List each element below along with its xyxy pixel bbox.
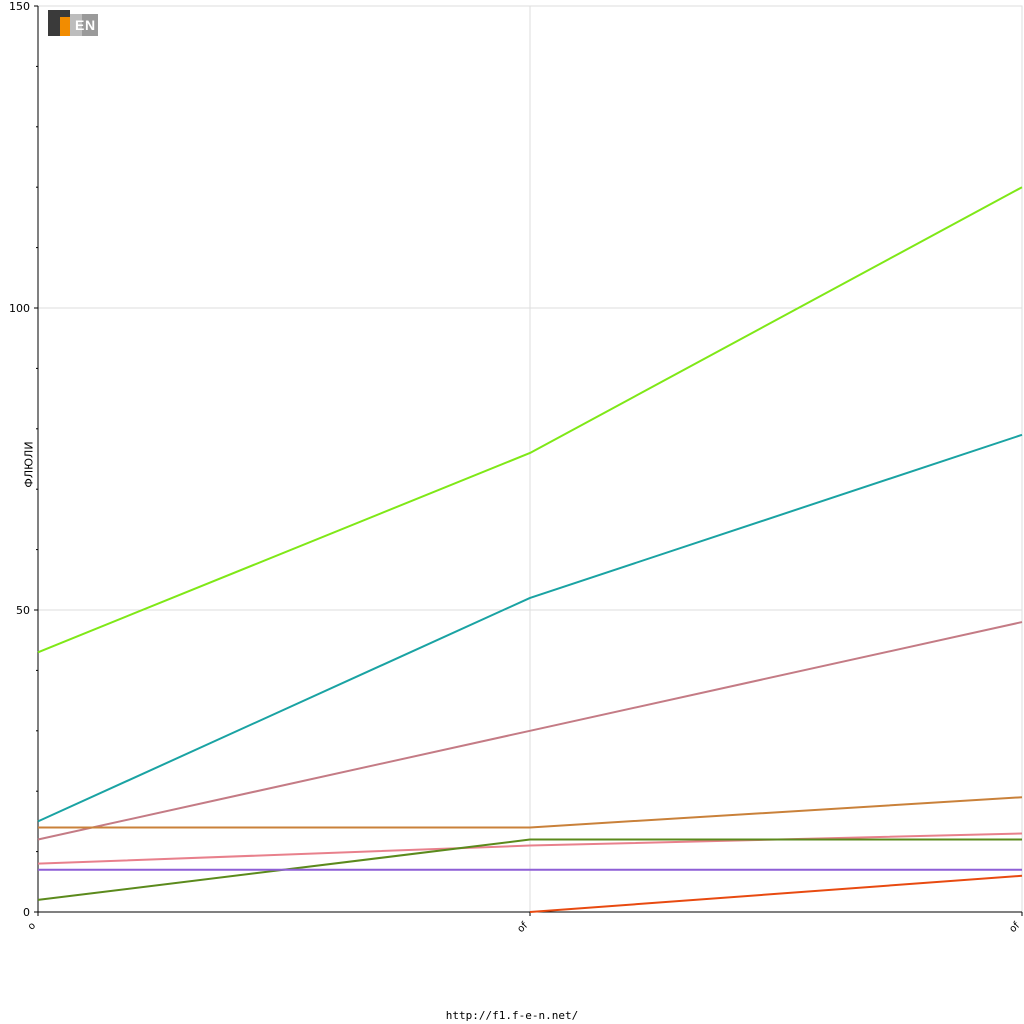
f1en-logo-icon: E N	[48, 10, 98, 36]
footer-url[interactable]: http://f1.f-e-n.net/	[445, 1009, 579, 1022]
svg-text:N: N	[85, 17, 95, 33]
series-line-3	[37, 621, 1023, 841]
series-line-5	[37, 832, 1023, 865]
svg-text:E: E	[75, 17, 84, 33]
y-axis-label: ФЛЮЛИ	[22, 441, 36, 488]
series-line-4	[38, 796, 1023, 829]
x-tick-label: of	[1008, 920, 1023, 935]
y-tick-label: 0	[23, 906, 30, 919]
x-tick-label: of	[516, 920, 531, 935]
series-line-8	[529, 874, 1023, 913]
series-line-1	[37, 186, 1023, 654]
series-line-6	[37, 838, 1022, 901]
series-line-2	[37, 433, 1023, 823]
x-tick-label: o	[26, 920, 38, 932]
y-tick-label: 100	[9, 302, 30, 315]
y-tick-label: 150	[9, 0, 30, 13]
y-tick-label: 50	[16, 604, 30, 617]
f1en-logo: E N	[48, 10, 100, 36]
